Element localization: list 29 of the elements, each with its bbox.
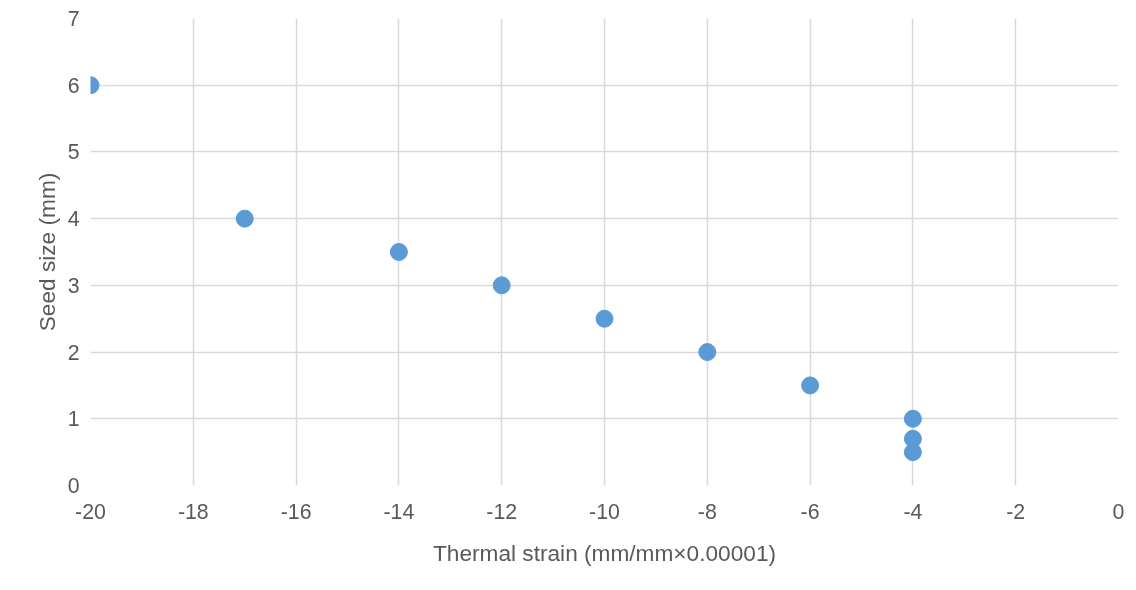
point — [235, 209, 254, 228]
x-tick-label: -6 — [800, 499, 820, 524]
point — [492, 276, 511, 295]
point — [801, 376, 820, 395]
x-axis-title: Thermal strain (mm/mm×0.00001) — [432, 539, 777, 566]
x-tick-label: -2 — [1006, 499, 1026, 524]
x-tick-label: -4 — [903, 499, 923, 524]
x-tick-label: -18 — [177, 499, 209, 524]
y-tick-label: 4 — [67, 207, 80, 232]
y-tick-label: 0 — [67, 474, 80, 498]
y-tick-label: 2 — [67, 340, 80, 365]
y-tick-label: 1 — [67, 407, 80, 432]
point — [595, 309, 614, 328]
x-tick-label: -14 — [383, 499, 415, 524]
x-tick-label: -16 — [280, 499, 312, 524]
point — [698, 343, 717, 362]
y-tick-label: 6 — [67, 73, 80, 98]
point — [903, 443, 922, 462]
y-tick-label: 5 — [67, 140, 80, 165]
x-tick-label: -8 — [697, 499, 717, 524]
x-tick-label: -10 — [589, 499, 621, 524]
x-tick-label: -12 — [486, 499, 518, 524]
x-tick-label: 0 — [1112, 499, 1125, 524]
y-tick-label: 7 — [67, 7, 80, 31]
y-tick-label: 3 — [67, 273, 80, 298]
point — [903, 409, 922, 428]
x-tick-label: -20 — [75, 499, 107, 524]
y-axis-title: Seed size (mm) — [33, 172, 60, 332]
point — [389, 243, 408, 261]
